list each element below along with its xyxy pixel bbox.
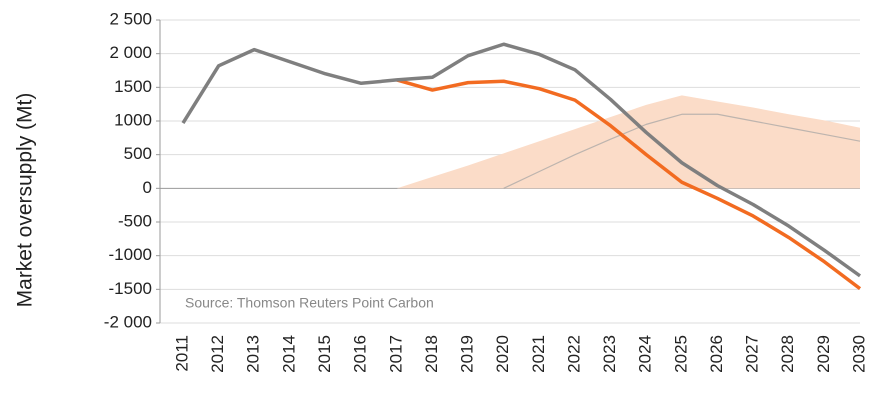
- y-tick-label: 1000: [114, 110, 152, 129]
- y-tick-label: -1500: [109, 279, 152, 298]
- x-tick-label: 2024: [636, 335, 655, 373]
- x-tick-label: 2012: [208, 335, 227, 373]
- y-tick-label: 500: [124, 144, 152, 163]
- x-tick-label: 2018: [422, 335, 441, 373]
- x-tick-label: 2021: [529, 335, 548, 373]
- x-tick-label: 2030: [849, 335, 868, 373]
- x-tick-label: 2026: [707, 335, 726, 373]
- x-tick-label: 2023: [600, 335, 619, 373]
- annotation: Source: Thomson Reuters Point Carbon: [185, 295, 434, 311]
- y-tick-label: 2 500: [109, 9, 152, 28]
- x-tick-label: 2016: [351, 335, 370, 373]
- x-tick-label: 2013: [244, 335, 263, 373]
- y-tick-label: -2 000: [104, 312, 152, 331]
- x-tick-label: 2017: [386, 335, 405, 373]
- x-tick-label: 2011: [172, 335, 191, 372]
- y-tick-label: 1500: [114, 77, 152, 96]
- x-tick-label: 2020: [493, 335, 512, 373]
- y-tick-label: 2 000: [109, 43, 152, 62]
- x-tick-label: 2014: [279, 335, 298, 373]
- line: [181, 42, 862, 278]
- x-tick-label: 2022: [564, 335, 583, 373]
- x-tick-label: 2025: [671, 335, 690, 373]
- x-tick-label: 2029: [814, 335, 833, 373]
- x-tick-label: 2015: [315, 335, 334, 373]
- y-tick-label: 0: [143, 178, 152, 197]
- y-tick-label: -500: [118, 211, 152, 230]
- line: [503, 113, 861, 189]
- y-axis-label: Market oversupply (Mt): [14, 93, 37, 308]
- x-tick-label: 2028: [778, 335, 797, 373]
- line: [396, 78, 862, 291]
- x-tick-label: 2027: [743, 335, 762, 373]
- y-tick-label: -1000: [109, 245, 152, 264]
- x-tick-label: 2019: [458, 335, 477, 373]
